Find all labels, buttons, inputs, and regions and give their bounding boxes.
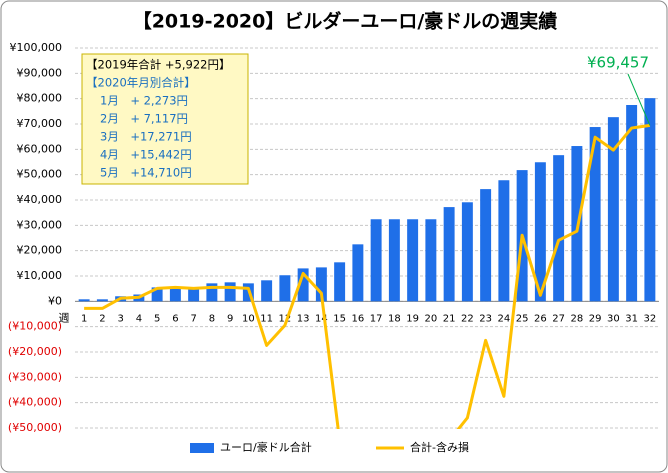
y-tick-label: ¥10,000 <box>17 269 63 282</box>
y-tick-label: ¥60,000 <box>17 142 63 155</box>
bar <box>315 267 327 302</box>
bar <box>553 155 565 302</box>
legend-swatch <box>190 443 214 453</box>
info-line: 1月 + 2,273円 <box>100 94 188 108</box>
x-tick-label: 32 <box>644 313 657 324</box>
x-tick-label: 29 <box>589 313 602 324</box>
y-tick-label: (¥40,000) <box>8 396 62 409</box>
x-axis-label: 週 <box>59 311 70 324</box>
info-line: 【2019年合計 +5,922円】 <box>86 58 230 72</box>
y-tick-label: ¥100,000 <box>10 41 63 54</box>
bar <box>352 244 364 302</box>
line-series <box>84 123 651 429</box>
info-line: 3月 +17,271円 <box>100 130 192 144</box>
x-tick-label: 21 <box>443 313 456 324</box>
bar <box>96 299 108 302</box>
bar <box>407 219 419 302</box>
bar <box>461 202 473 302</box>
x-tick-label: 17 <box>370 313 383 324</box>
y-tick-label: ¥40,000 <box>17 193 63 206</box>
bar <box>626 105 638 302</box>
bar <box>206 283 218 302</box>
bar <box>443 207 455 302</box>
bar <box>224 282 236 302</box>
x-tick-label: 27 <box>552 313 565 324</box>
x-tick-label: 6 <box>172 313 178 324</box>
bar <box>261 280 273 302</box>
info-line: 5月 +14,710円 <box>100 166 192 180</box>
x-tick-label: 9 <box>227 313 233 324</box>
x-tick-label: 19 <box>406 313 419 324</box>
info-line: 4月 +15,442円 <box>100 148 192 162</box>
y-tick-label: ¥30,000 <box>17 218 63 231</box>
x-tick-label: 26 <box>534 313 547 324</box>
y-tick-label: ¥70,000 <box>17 117 63 130</box>
bar <box>169 287 181 302</box>
x-tick-label: 2 <box>99 313 105 324</box>
bar <box>589 127 601 302</box>
x-tick-label: 22 <box>461 313 474 324</box>
x-tick-label: 24 <box>498 313 511 324</box>
bar <box>279 275 291 302</box>
x-tick-label: 20 <box>425 313 438 324</box>
y-tick-label: ¥50,000 <box>17 168 63 181</box>
y-tick-label: ¥0 <box>48 294 62 307</box>
x-tick-label: 30 <box>607 313 620 324</box>
bar <box>607 117 619 302</box>
y-tick-label: ¥80,000 <box>17 92 63 105</box>
bar <box>388 219 400 302</box>
y-tick-label: ¥20,000 <box>17 244 63 257</box>
bar <box>188 288 200 302</box>
x-tick-label: 13 <box>297 313 310 324</box>
annotation: ¥69,457 <box>587 54 649 72</box>
y-tick-label: ¥90,000 <box>17 66 63 79</box>
x-tick-label: 23 <box>479 313 492 324</box>
x-tick-label: 10 <box>242 313 255 324</box>
x-tick-label: 1 <box>81 313 87 324</box>
x-tick-label: 31 <box>625 313 638 324</box>
bar <box>425 219 437 302</box>
info-box <box>81 53 249 185</box>
x-tick-label: 15 <box>333 313 346 324</box>
bar <box>78 299 90 302</box>
x-tick-label: 12 <box>279 313 292 324</box>
x-tick-label: 7 <box>190 313 196 324</box>
plot-area <box>78 98 656 429</box>
x-tick-label: 16 <box>352 313 365 324</box>
x-tick-label: 5 <box>154 313 160 324</box>
x-tick-label: 18 <box>388 313 401 324</box>
x-tick-label: 4 <box>136 313 142 324</box>
x-tick-label: 14 <box>315 313 328 324</box>
legend-label: 合計-含み損 <box>410 440 469 454</box>
x-tick-label: 11 <box>260 313 273 324</box>
info-line: 2月 + 7,117円 <box>100 112 188 126</box>
legend-label: ユーロ/豪ドル合計 <box>220 440 312 454</box>
bar <box>534 162 546 302</box>
y-tick-label: (¥30,000) <box>8 370 62 383</box>
bar <box>151 287 163 302</box>
bar <box>297 268 309 302</box>
annotation-leader <box>627 73 651 126</box>
x-tick-label: 28 <box>571 313 584 324</box>
x-tick-label: 3 <box>117 313 123 324</box>
chart-title: 【2019-2020】ビルダーユーロ/豪ドルの週実績 <box>133 10 558 33</box>
x-tick-label: 25 <box>516 313 529 324</box>
bar <box>370 219 382 302</box>
bar <box>480 189 492 302</box>
y-tick-label: (¥20,000) <box>8 345 62 358</box>
y-tick-label: (¥10,000) <box>8 320 62 333</box>
info-line: 【2020年月別合計】 <box>86 76 196 90</box>
y-tick-label: (¥50,000) <box>8 421 62 434</box>
x-tick-label: 8 <box>209 313 215 324</box>
bar <box>334 262 346 302</box>
bar <box>498 180 510 302</box>
bar <box>644 98 656 302</box>
